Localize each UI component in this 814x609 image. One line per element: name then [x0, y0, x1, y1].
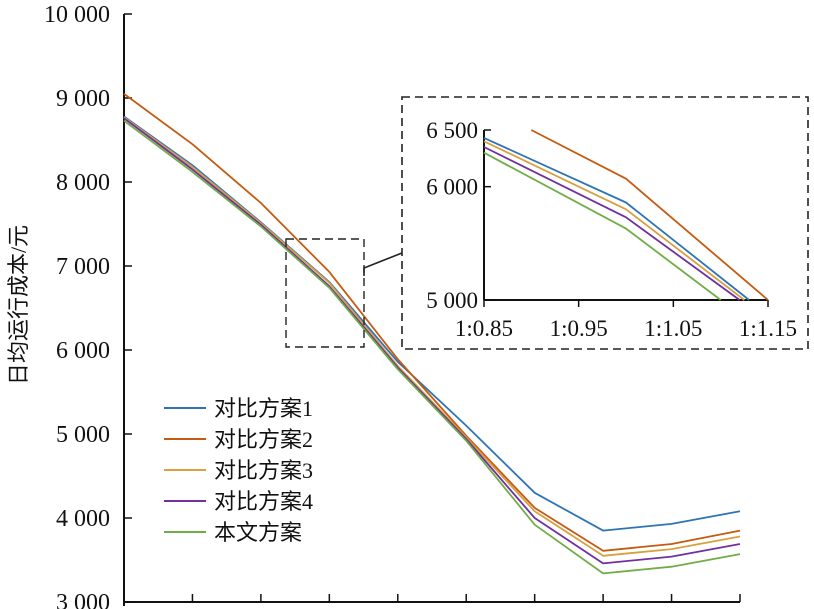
y-tick-label: 6 000	[56, 338, 110, 364]
series-line-1	[123, 115, 741, 532]
y-tick-label: 4 000	[56, 506, 110, 532]
inset-y-tick-label: 6 000	[426, 175, 478, 200]
legend-label: 对比方案4	[214, 489, 313, 514]
inset-x-tick-label: 1:1.15	[739, 316, 797, 341]
zoom-region	[285, 238, 403, 348]
inset-x-tick-label: 1:1.05	[644, 316, 702, 341]
inset-series-line-4	[483, 146, 741, 301]
y-axis-label: 日均运行成本/元	[6, 225, 31, 385]
inset-frame	[401, 96, 809, 350]
inset-plot: 5 000 6 000 6 500 1:0.85 1:0.95 1:1.05 1:1.15	[401, 96, 809, 350]
zoom-box	[285, 238, 365, 348]
inset-y-tick-label: 5 000	[426, 288, 478, 313]
main-plot: 3 000 4 000 5 000 6 000 7 000 8 000 9 000 10 00…	[6, 2, 741, 609]
series-line-4	[123, 117, 741, 565]
legend-label: 对比方案3	[214, 458, 313, 483]
inset-series-line-5	[483, 151, 722, 301]
zoom-connector	[363, 252, 403, 276]
inset-y-tick-label: 6 500	[426, 118, 478, 143]
legend-label: 对比方案2	[214, 427, 313, 452]
series-line-3	[123, 116, 741, 557]
legend-label: 本文方案	[214, 520, 302, 545]
inset-x-tick-label: 1:0.95	[550, 316, 608, 341]
inset-series-line-1	[483, 137, 750, 301]
y-tick-label: 8 000	[56, 170, 110, 196]
inset-x-tick-label: 1:0.85	[455, 316, 513, 341]
y-tick-label: 9 000	[56, 86, 110, 112]
legend-label: 对比方案1	[214, 396, 313, 421]
y-tick-label: 3 000	[56, 590, 110, 609]
legend: 对比方案1 对比方案2 对比方案3 对比方案4 本文方案	[164, 396, 313, 545]
y-tick-label: 7 000	[56, 254, 110, 280]
inset-series-line-2	[530, 129, 769, 301]
series-line-2	[123, 93, 741, 552]
inset-series-line-3	[483, 140, 745, 301]
series-line-5	[123, 119, 741, 575]
y-tick-label: 5 000	[56, 422, 110, 448]
y-tick-label: 10 000	[44, 2, 110, 28]
